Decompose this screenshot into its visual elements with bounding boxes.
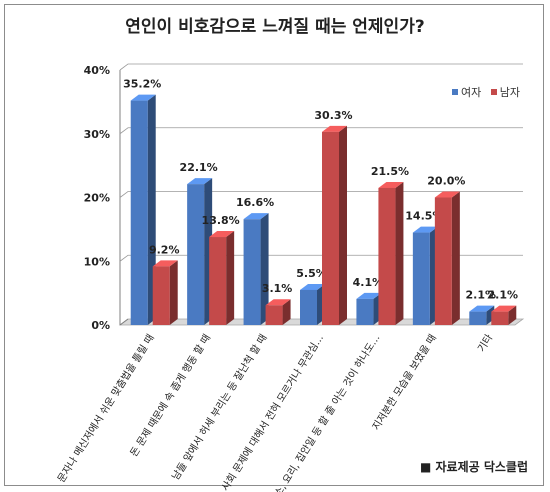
axis-corner <box>119 318 129 326</box>
legend-item-male: 남자 <box>490 84 520 100</box>
data-label: 4.1% <box>353 276 384 289</box>
bar-top <box>187 178 213 185</box>
y-tick-label: 40% <box>84 64 110 77</box>
bar-front <box>356 298 374 325</box>
data-label: 35.2% <box>123 78 161 91</box>
bar-side <box>169 260 178 325</box>
gridline <box>119 63 523 71</box>
bar-female-5 <box>412 226 438 325</box>
legend-label-male: 남자 <box>499 86 520 99</box>
x-tick-label: 지저분한 모습을 보였을 때 <box>370 332 439 432</box>
data-label: 3.1% <box>262 282 293 295</box>
gridline <box>119 254 523 262</box>
data-label: 14.5% <box>405 210 443 223</box>
legend-label-female: 여자 <box>461 86 482 99</box>
data-label: 2.1% <box>488 289 519 302</box>
bar-top <box>322 125 347 132</box>
x-tick-label: 기타 <box>475 332 495 354</box>
legend: 여자 남자 <box>452 84 526 100</box>
bar-side <box>226 231 235 325</box>
data-label: 22.1% <box>180 161 218 174</box>
data-label: 20.0% <box>427 175 465 188</box>
bar-front <box>243 219 261 325</box>
bar-side <box>451 191 460 325</box>
bar-top <box>243 213 269 220</box>
bar-female-1 <box>187 178 213 325</box>
bar-side <box>395 181 404 325</box>
bar-front <box>300 289 317 325</box>
bar-front <box>187 184 205 325</box>
bar-top <box>209 231 235 238</box>
y-tick-label: 20% <box>84 192 110 205</box>
data-label: 5.5% <box>296 267 327 280</box>
bar-side <box>260 213 269 325</box>
bar-female-0 <box>130 94 156 325</box>
bar-male-2 <box>265 299 291 325</box>
bar-top <box>378 181 404 188</box>
bar-top <box>130 94 156 101</box>
y-tick-label: 10% <box>84 255 110 268</box>
bar-top <box>265 299 291 306</box>
bar-male-1 <box>209 231 235 325</box>
bar-male-6 <box>491 305 517 325</box>
data-label: 21.5% <box>371 165 409 178</box>
bar-top <box>356 292 382 299</box>
legend-swatch-male <box>490 89 497 95</box>
bar-front <box>322 131 339 325</box>
bar-front <box>130 100 148 325</box>
x-tick-label: 청소, 요리, 집안일 등 할 줄 아는 것이 하나도… <box>266 332 382 492</box>
bar-female-2 <box>243 213 269 325</box>
bar-female-6 <box>469 305 495 325</box>
bar-front <box>378 187 396 325</box>
bar-front <box>434 197 452 325</box>
bar-top <box>434 191 460 198</box>
bar-side <box>508 305 517 325</box>
bar-front <box>265 305 283 325</box>
bar-male-4 <box>378 181 404 325</box>
bar-top <box>412 226 438 233</box>
y-tick-label: 0% <box>91 319 110 332</box>
bar-top <box>469 305 495 312</box>
y-tick-label: 30% <box>84 128 110 141</box>
bar-male-3 <box>322 125 347 326</box>
bar-top <box>491 305 517 312</box>
gridline <box>119 127 523 135</box>
gridline <box>119 191 523 198</box>
chart-title: 연인이 비호감으로 느껴질 때는 언제인가? <box>125 17 425 37</box>
source-credit: ■ 자료제공 닥스클럽 <box>419 460 528 474</box>
data-label: 30.3% <box>314 109 352 122</box>
bar-male-0 <box>152 260 178 325</box>
bar-female-4 <box>356 292 382 325</box>
bar-male-5 <box>434 191 460 325</box>
bar-front <box>491 311 509 325</box>
legend-item-female: 여자 <box>452 84 481 100</box>
bar-top <box>300 283 325 290</box>
bar-female-3 <box>300 283 325 325</box>
data-label: 16.6% <box>236 196 274 209</box>
bar-front <box>469 311 487 325</box>
data-label: 9.2% <box>149 243 180 256</box>
bar-top <box>152 260 178 267</box>
data-label: 2.1% <box>466 289 497 302</box>
bar-front <box>209 237 227 325</box>
bar-side <box>282 299 291 325</box>
bar-front <box>412 232 430 325</box>
legend-swatch-female <box>452 89 458 95</box>
bar-front <box>152 266 170 325</box>
data-label: 13.8% <box>202 214 240 227</box>
x-tick-label: 남들 앞에서 허세 부리는 등 잘난척 할 때 <box>170 332 270 482</box>
bar-side <box>339 125 347 326</box>
x-tick-label: 문자나 메신저에서 쉬운 맞춤법을 틀릴 때 <box>54 332 156 485</box>
